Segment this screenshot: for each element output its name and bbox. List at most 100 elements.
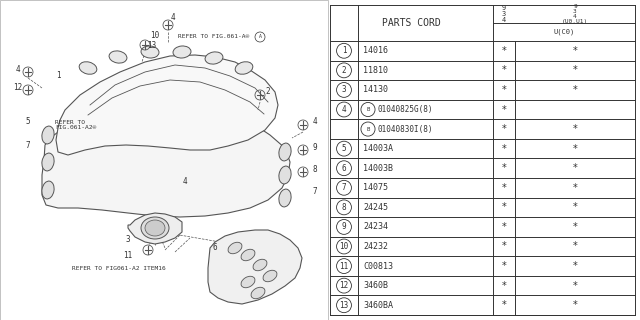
- Text: 14075: 14075: [363, 183, 388, 192]
- Text: *: *: [573, 163, 577, 173]
- Ellipse shape: [42, 153, 54, 171]
- Text: *: *: [573, 85, 577, 95]
- Polygon shape: [208, 230, 302, 304]
- Text: 10: 10: [150, 31, 159, 41]
- Text: 6: 6: [342, 164, 346, 173]
- Polygon shape: [56, 55, 278, 155]
- Text: 2: 2: [342, 66, 346, 75]
- Text: *: *: [573, 144, 577, 154]
- Text: 9
3
4
(U0,U1): 9 3 4 (U0,U1): [562, 4, 588, 24]
- Ellipse shape: [241, 249, 255, 261]
- Text: C00813: C00813: [363, 261, 393, 271]
- Text: *: *: [573, 300, 577, 310]
- Text: U(C0): U(C0): [554, 29, 575, 35]
- Text: 4: 4: [182, 178, 188, 187]
- Ellipse shape: [141, 46, 159, 58]
- Ellipse shape: [279, 166, 291, 184]
- Text: *: *: [573, 46, 577, 56]
- Text: 14016: 14016: [363, 46, 388, 55]
- Ellipse shape: [279, 143, 291, 161]
- Text: 10: 10: [339, 242, 349, 251]
- Text: 13: 13: [339, 301, 349, 310]
- Ellipse shape: [241, 276, 255, 288]
- Text: 01040830I(8): 01040830I(8): [377, 124, 433, 133]
- Ellipse shape: [42, 181, 54, 199]
- Text: *: *: [502, 281, 506, 291]
- Text: *: *: [502, 65, 506, 75]
- Text: 1: 1: [342, 46, 346, 55]
- Text: *: *: [502, 124, 506, 134]
- Text: *: *: [502, 222, 506, 232]
- Text: 3: 3: [342, 85, 346, 94]
- Ellipse shape: [79, 62, 97, 74]
- Text: 3460BA: 3460BA: [363, 301, 393, 310]
- Text: 11: 11: [339, 261, 349, 271]
- Text: 6: 6: [212, 244, 218, 252]
- Ellipse shape: [141, 217, 169, 239]
- Text: 3: 3: [125, 236, 131, 244]
- Text: *: *: [573, 261, 577, 271]
- Text: *: *: [502, 202, 506, 212]
- Text: 12: 12: [13, 84, 22, 92]
- Ellipse shape: [228, 242, 242, 254]
- Text: *: *: [573, 202, 577, 212]
- Text: *: *: [502, 242, 506, 252]
- Text: *: *: [573, 222, 577, 232]
- Text: 4: 4: [171, 12, 175, 21]
- Text: 12: 12: [339, 281, 349, 290]
- Text: 5: 5: [26, 117, 30, 126]
- Text: *: *: [502, 105, 506, 115]
- Text: 4: 4: [342, 105, 346, 114]
- Text: REFER TO FIG061-A2 ITEM16: REFER TO FIG061-A2 ITEM16: [72, 266, 166, 270]
- Text: 4: 4: [313, 117, 317, 126]
- Ellipse shape: [279, 189, 291, 207]
- Text: 24232: 24232: [363, 242, 388, 251]
- Text: *: *: [573, 242, 577, 252]
- Polygon shape: [42, 110, 290, 217]
- Text: 14130: 14130: [363, 85, 388, 94]
- Text: 13: 13: [147, 42, 157, 51]
- Text: 4: 4: [16, 66, 20, 75]
- Text: 14003A: 14003A: [363, 144, 393, 153]
- Text: *: *: [502, 300, 506, 310]
- Ellipse shape: [235, 62, 253, 74]
- Text: *: *: [573, 65, 577, 75]
- Text: *: *: [502, 261, 506, 271]
- Ellipse shape: [263, 270, 277, 282]
- Text: 2: 2: [266, 87, 270, 97]
- Text: 5: 5: [342, 144, 346, 153]
- Text: *: *: [502, 85, 506, 95]
- Text: B: B: [366, 107, 370, 112]
- Ellipse shape: [42, 126, 54, 144]
- Text: REFER TO
FIG.061-A2®: REFER TO FIG.061-A2®: [55, 120, 96, 131]
- Text: 1: 1: [56, 71, 60, 81]
- Text: 9: 9: [342, 222, 346, 231]
- Ellipse shape: [205, 52, 223, 64]
- Text: B: B: [366, 127, 370, 132]
- Text: 24234: 24234: [363, 222, 388, 231]
- Text: *: *: [573, 281, 577, 291]
- Text: *: *: [502, 144, 506, 154]
- Text: A: A: [259, 35, 261, 39]
- Text: 11: 11: [124, 251, 132, 260]
- Text: *: *: [573, 183, 577, 193]
- Bar: [0, 0, 328, 320]
- Text: 9
3
4: 9 3 4: [502, 4, 506, 23]
- Text: 3460B: 3460B: [363, 281, 388, 290]
- Text: *: *: [502, 46, 506, 56]
- Text: 24245: 24245: [363, 203, 388, 212]
- Text: 8: 8: [313, 165, 317, 174]
- Text: 8: 8: [342, 203, 346, 212]
- Text: *: *: [573, 124, 577, 134]
- Ellipse shape: [173, 46, 191, 58]
- Text: PARTS CORD: PARTS CORD: [382, 18, 441, 28]
- Text: 11810: 11810: [363, 66, 388, 75]
- Text: 9: 9: [313, 143, 317, 153]
- Text: 7: 7: [313, 188, 317, 196]
- Text: 01040825G(8): 01040825G(8): [377, 105, 433, 114]
- Ellipse shape: [145, 220, 165, 236]
- Text: 14003B: 14003B: [363, 164, 393, 173]
- Text: REFER TO FIG.061-A®: REFER TO FIG.061-A®: [178, 35, 249, 39]
- Text: 7: 7: [26, 140, 30, 149]
- Ellipse shape: [251, 287, 265, 299]
